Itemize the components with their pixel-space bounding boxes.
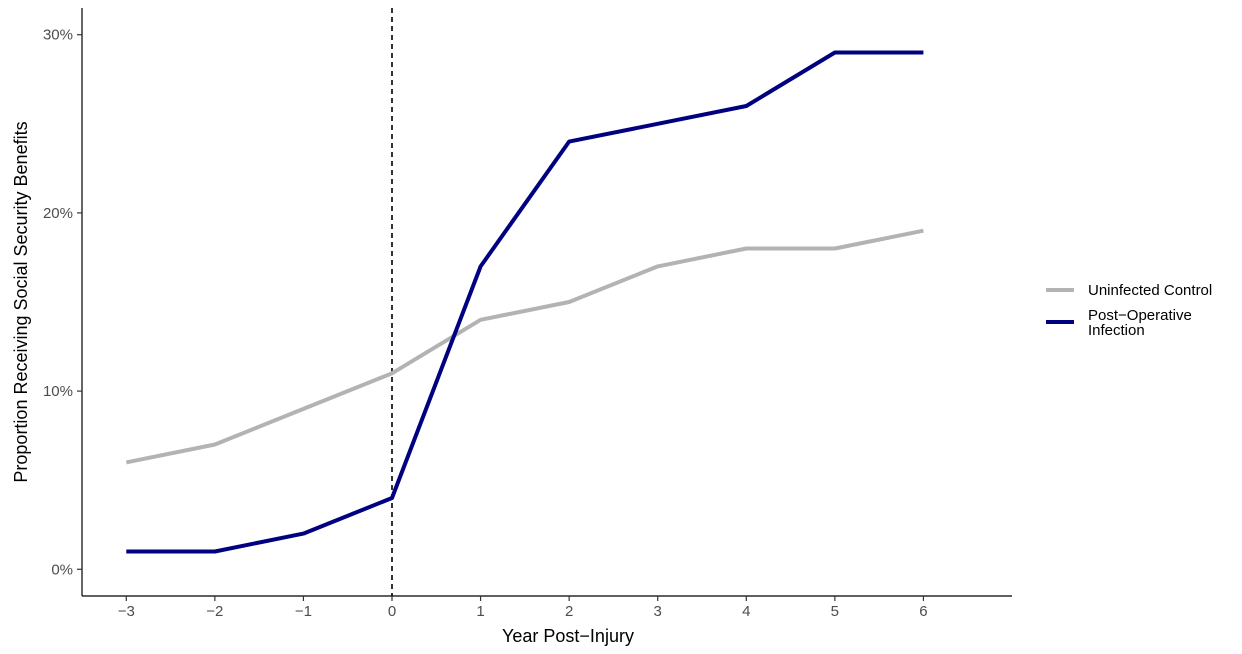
x-axis-title: Year Post−Injury bbox=[502, 626, 634, 646]
x-tick-label: 5 bbox=[831, 603, 839, 620]
legend: Uninfected Control Post−Operative Infectio… bbox=[1046, 282, 1212, 339]
series-line-uninfected-control bbox=[125, 228, 924, 465]
series-layer bbox=[125, 50, 924, 554]
y-tick-label: 0% bbox=[51, 561, 73, 578]
x-tick-label: −2 bbox=[206, 603, 223, 620]
legend-label-uninfected-control: Uninfected Control bbox=[1088, 282, 1212, 299]
series-line-post-operative-infection bbox=[126, 50, 924, 554]
x-tick-label: 3 bbox=[654, 603, 662, 620]
y-tick-label: 10% bbox=[43, 383, 73, 400]
x-tick-label: 1 bbox=[476, 603, 484, 620]
x-tick-label: 4 bbox=[742, 603, 750, 620]
y-axis-title: Proportion Receiving Social Security Ben… bbox=[11, 121, 31, 482]
y-tick-label: 30% bbox=[43, 27, 73, 44]
x-tick-label: 6 bbox=[919, 603, 927, 620]
x-tick-label: −1 bbox=[295, 603, 312, 620]
x-tick-label: −3 bbox=[118, 603, 135, 620]
x-tick-label: 0 bbox=[388, 603, 396, 620]
legend-label-post-operative-infection: Post−Operative Infection bbox=[1088, 307, 1192, 339]
x-tick-label: 2 bbox=[565, 603, 573, 620]
axis-layer: 0% 10% 20% 30% −3 −2 −1 0 1 2 3 4 5 6 bbox=[43, 8, 1012, 620]
y-tick-label: 20% bbox=[43, 205, 73, 222]
